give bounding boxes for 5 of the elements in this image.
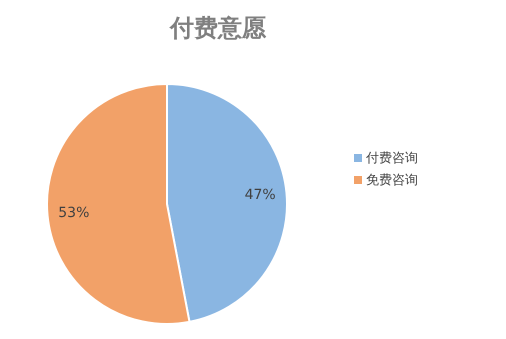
data-label: 47% xyxy=(244,187,276,204)
legend-label: 付费咨询 xyxy=(366,150,418,166)
legend-label: 免费咨询 xyxy=(366,172,418,188)
data-label: 53% xyxy=(58,204,90,221)
chart-title: 付费意愿 xyxy=(168,13,268,44)
